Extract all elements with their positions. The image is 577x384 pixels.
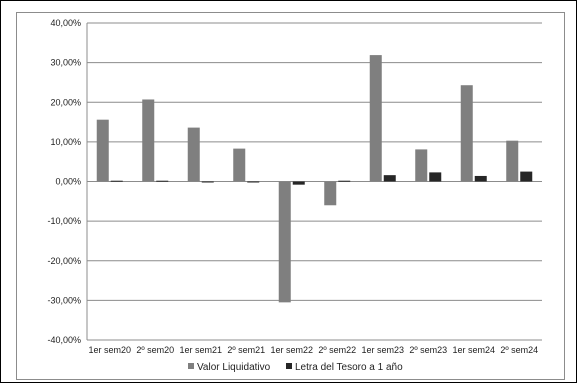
bar-letra-tesoro <box>338 180 351 182</box>
bar-valor-liquidativo <box>187 127 200 182</box>
bar-letra-tesoro <box>110 180 123 182</box>
bar-valor-liquidativo <box>506 140 519 182</box>
bar-valor-liquidativo <box>142 99 155 182</box>
bar-letra-tesoro <box>474 175 487 182</box>
x-tick-label: 1er sem20 <box>88 345 131 355</box>
x-tick-label: 2º sem24 <box>500 345 538 355</box>
bar-valor-liquidativo <box>324 181 337 206</box>
bar-letra-tesoro <box>383 175 396 182</box>
bar-letra-tesoro <box>201 181 214 183</box>
bar-letra-tesoro <box>247 181 260 183</box>
bar-letra-tesoro <box>156 180 169 182</box>
y-tick-label: 40,00% <box>50 18 81 28</box>
bar-valor-liquidativo <box>369 55 382 182</box>
legend-label: Letra del Tesoro a 1 año <box>295 362 403 373</box>
x-tick-label: 2º sem20 <box>136 345 174 355</box>
legend-label: Valor Liquidativo <box>197 362 271 373</box>
x-tick-label: 1er sem24 <box>452 345 495 355</box>
y-tick-label: 0,00% <box>55 177 81 187</box>
x-tick-label: 1er sem21 <box>179 345 222 355</box>
legend-swatch <box>286 363 292 369</box>
y-tick-label: 10,00% <box>50 137 81 147</box>
y-tick-label: -20,00% <box>47 256 81 266</box>
bar-valor-liquidativo <box>233 148 246 182</box>
x-tick-label: 2º sem21 <box>227 345 265 355</box>
bar-valor-liquidativo <box>415 149 428 182</box>
x-tick-label: 1er sem23 <box>361 345 404 355</box>
y-tick-label: 30,00% <box>50 58 81 68</box>
bar-valor-liquidativo <box>278 181 291 303</box>
x-tick-label: 2º sem23 <box>409 345 447 355</box>
bar-valor-liquidativo <box>460 85 473 182</box>
y-tick-label: 20,00% <box>50 97 81 107</box>
legend-swatch <box>188 363 194 369</box>
bar-valor-liquidativo <box>96 119 109 182</box>
bar-letra-tesoro <box>292 181 305 185</box>
bar-letra-tesoro <box>429 172 442 182</box>
y-tick-label: -40,00% <box>47 335 81 345</box>
bar-letra-tesoro <box>520 171 533 182</box>
y-tick-label: -10,00% <box>47 216 81 226</box>
x-tick-label: 2º sem22 <box>318 345 356 355</box>
x-tick-label: 1er sem22 <box>270 345 313 355</box>
y-tick-label: -30,00% <box>47 295 81 305</box>
